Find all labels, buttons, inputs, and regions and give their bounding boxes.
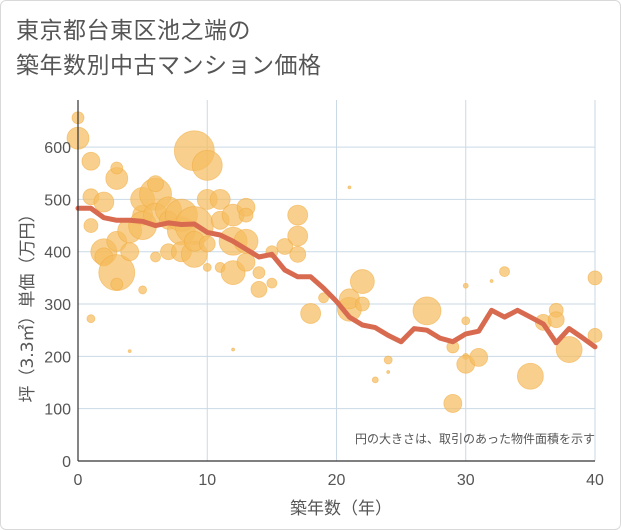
data-bubble	[287, 225, 309, 247]
chart-title-line1: 東京都台東区池之端の	[16, 18, 251, 44]
bubble-size-note: 円の大きさは、取引のあった物件面積を示す	[355, 431, 595, 446]
data-bubble	[93, 191, 115, 213]
data-bubble	[489, 279, 494, 283]
data-bubble	[276, 238, 294, 255]
data-bubble	[386, 370, 391, 374]
data-bubble	[516, 362, 544, 390]
data-bubble	[266, 277, 278, 289]
x-tick-label: 40	[586, 472, 604, 489]
data-bubble	[443, 394, 463, 413]
data-bubble	[347, 185, 352, 190]
x-tick-label: 0	[74, 472, 83, 489]
x-axis-title: 築年数（年）	[290, 499, 392, 519]
data-bubble	[110, 161, 124, 175]
data-bubble	[354, 296, 370, 312]
data-bubble	[83, 218, 99, 233]
data-bubble	[499, 266, 510, 278]
data-bubble	[98, 254, 136, 292]
data-bubble	[231, 347, 236, 352]
data-bubble	[202, 263, 212, 272]
data-bubble	[250, 280, 268, 298]
y-tick-label: 500	[44, 192, 71, 209]
data-bubble	[120, 242, 140, 262]
average-price-line	[75, 205, 598, 350]
chart-title-line2: 築年数別中古マンション価格	[16, 53, 322, 79]
data-bubble	[252, 266, 266, 280]
y-tick-label: 100	[44, 402, 71, 419]
data-bubble	[209, 189, 231, 210]
data-bubble	[198, 235, 216, 253]
y-tick-label: 300	[44, 297, 71, 314]
data-bubble	[318, 292, 329, 304]
data-bubble	[110, 277, 124, 291]
data-bubble	[349, 269, 375, 294]
data-bubble	[383, 355, 393, 365]
data-bubble	[86, 314, 96, 324]
y-tick-label: 0	[62, 454, 71, 471]
data-bubble	[238, 207, 254, 223]
bubble-layer	[66, 111, 603, 413]
data-bubble	[191, 149, 223, 181]
chart-title: 東京都台東区池之端の 築年数別中古マンション価格	[16, 14, 322, 84]
y-axis-title: 坪（3.3㎡）単価（万円）	[18, 205, 38, 402]
grid	[78, 100, 596, 461]
data-bubble	[127, 349, 132, 354]
data-bubble	[461, 316, 471, 326]
data-bubble	[555, 336, 583, 363]
average-line-layer	[75, 205, 598, 350]
axes	[77, 100, 595, 462]
data-bubble	[289, 245, 307, 263]
data-bubble	[547, 311, 565, 329]
data-bubble	[138, 285, 148, 295]
data-bubble	[81, 151, 101, 171]
y-tick-label: 600	[44, 140, 71, 157]
data-bubble	[150, 251, 161, 263]
x-tick-label: 20	[328, 472, 346, 489]
y-tick-label: 200	[44, 349, 71, 366]
data-bubble	[287, 204, 309, 226]
data-bubble	[236, 252, 256, 272]
data-bubble	[412, 296, 442, 326]
data-bubble	[300, 303, 322, 324]
data-bubble	[587, 328, 603, 343]
data-bubble	[587, 270, 603, 286]
data-bubble	[371, 376, 379, 384]
x-tick-label: 10	[198, 472, 216, 489]
y-tick-label: 400	[44, 245, 71, 262]
data-bubble	[462, 282, 469, 289]
data-bubble	[469, 348, 489, 367]
data-bubble	[147, 175, 164, 193]
x-tick-label: 30	[457, 472, 475, 489]
